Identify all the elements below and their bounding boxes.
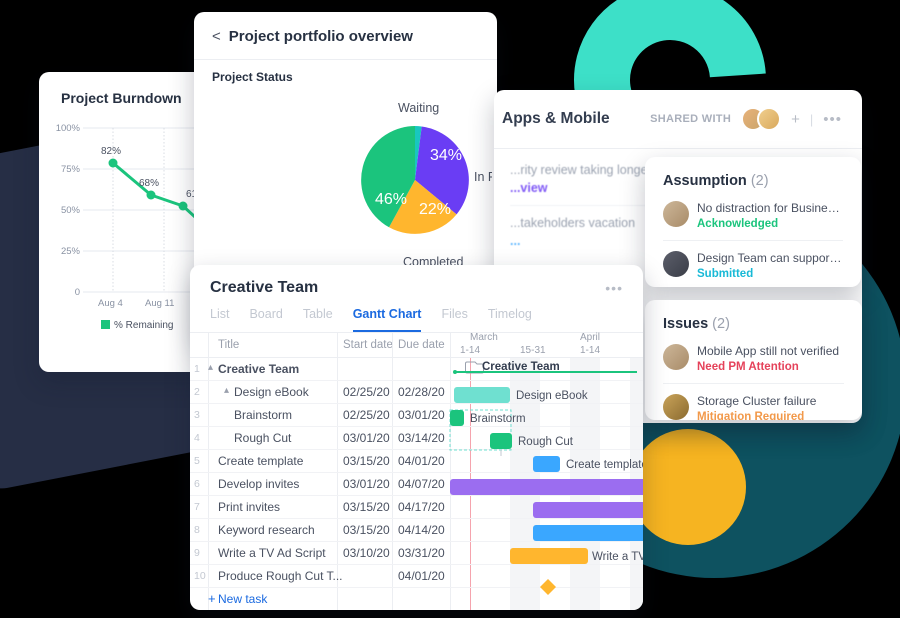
svg-text:50%: 50% [61,205,81,216]
svg-text:In Progress: In Progress [474,170,492,184]
svg-text:75%: 75% [61,164,81,175]
svg-text:82%: 82% [101,146,121,157]
svg-text:Brainstorm: Brainstorm [470,413,526,425]
svg-text:25%: 25% [61,246,81,257]
svg-text:22%: 22% [419,201,451,218]
svg-text:Waiting: Waiting [398,101,439,115]
svg-text:Write a TV Ad...: Write a TV Ad... [592,551,643,563]
svg-text:100%: 100% [56,123,81,134]
svg-text:46%: 46% [375,191,407,208]
svg-text:Create template: Create template [566,459,643,471]
svg-text:% Remaining: % Remaining [114,320,173,331]
svg-text:34%: 34% [430,147,462,164]
svg-text:0: 0 [75,287,80,298]
svg-text:Aug 4: Aug 4 [98,298,123,309]
svg-text:Aug 11: Aug 11 [145,298,174,309]
svg-text:68%: 68% [139,178,159,189]
svg-text:Rough Cut: Rough Cut [518,436,574,448]
svg-text:Design eBook: Design eBook [516,390,588,402]
